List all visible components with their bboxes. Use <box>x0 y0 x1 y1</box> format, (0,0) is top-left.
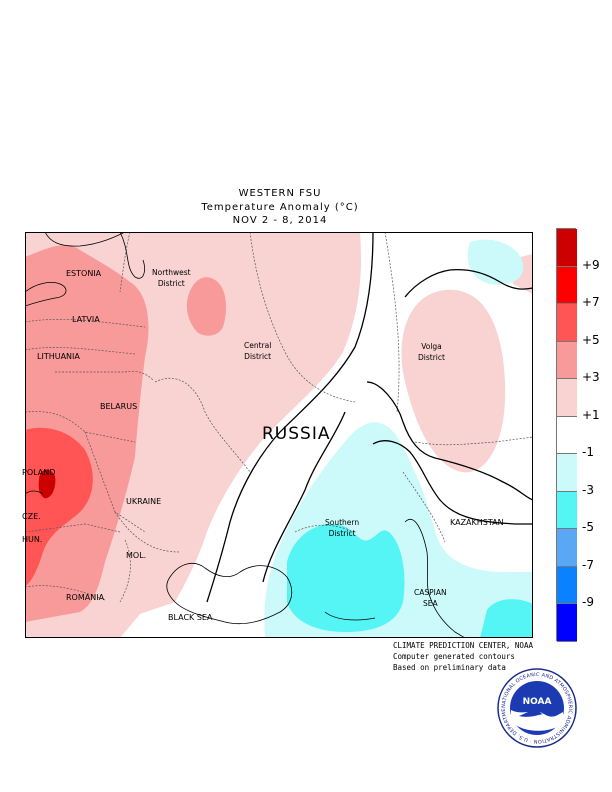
label-volga-line1: Volga <box>421 342 442 351</box>
legend-label: -5 <box>582 520 594 534</box>
legend-label: +7 <box>582 295 600 309</box>
anomaly-zone-plus1-volga <box>401 289 506 473</box>
legend-swatch <box>557 266 577 304</box>
noaa-logo-text: NOAA <box>523 697 552 707</box>
label-southern-line1: Southern <box>325 518 360 527</box>
legend-swatch <box>557 529 577 567</box>
anomaly-zone-plus7 <box>38 469 56 499</box>
anomaly-zone-plus5 <box>25 427 93 586</box>
temperature-anomaly-map <box>25 232 533 638</box>
label-latvia: LATVIA <box>72 315 100 324</box>
legend-label: -7 <box>582 557 594 572</box>
label-southern-line2: District <box>328 529 356 538</box>
map-date: NOV 2 - 8, 2014 <box>232 215 328 226</box>
label-moldova: MOL. <box>126 551 147 560</box>
legend-swatch <box>557 229 577 267</box>
anomaly-zone-plus3-northwest <box>186 277 227 336</box>
legend-label: -3 <box>582 482 594 497</box>
credit-line3: Based on preliminary data <box>393 663 506 672</box>
label-caspian-sea: CASPIAN SEA <box>414 587 447 609</box>
legend-swatch <box>557 416 577 454</box>
legend-label: +3 <box>582 370 600 384</box>
legend-label: +9 <box>582 257 600 272</box>
label-hungary: HUN. <box>22 535 43 544</box>
label-kazakhstan: KAZAKHSTAN <box>450 518 504 527</box>
credit-line2: Computer generated contours <box>393 652 515 661</box>
anomaly-zone-minus3 <box>287 523 405 632</box>
label-romania: ROMANIA <box>66 593 105 602</box>
label-northwest-district: Northwest District <box>152 267 191 289</box>
credit-line1: CLIMATE PREDICTION CENTER, NOAA <box>393 641 533 650</box>
legend-swatch <box>557 341 577 379</box>
legend-label: +5 <box>582 332 600 347</box>
label-caspian-line1: CASPIAN <box>414 588 447 597</box>
label-russia: RUSSIA <box>262 424 331 444</box>
label-central-line1: Central <box>244 341 272 350</box>
legend-swatch <box>557 604 577 642</box>
legend-label: -9 <box>582 595 594 609</box>
legend-swatch <box>557 454 577 492</box>
legend-label: -1 <box>582 445 594 459</box>
label-estonia: ESTONIA <box>66 269 102 278</box>
label-czech: CZE. <box>22 512 41 521</box>
map-subtitle: Temperature Anomaly (°C) <box>201 202 359 213</box>
legend-swatch <box>557 566 577 604</box>
label-central-district: Central District <box>244 340 271 362</box>
label-northwest-line1: Northwest <box>152 268 191 277</box>
label-volga-district: Volga District <box>418 341 445 363</box>
label-belarus: BELARUS <box>100 402 138 411</box>
label-lithuania: LITHUANIA <box>37 352 80 361</box>
legend-swatch <box>557 491 577 529</box>
label-volga-line2: District <box>418 353 445 362</box>
label-caspian-line2: SEA <box>422 599 438 608</box>
map-title: WESTERN FSU <box>238 188 322 199</box>
legend-label: +1 <box>582 407 600 422</box>
label-southern-district: Southern District <box>325 517 359 539</box>
noaa-logo: NOAA NATIONAL OCEANIC AND ATMOSPHERIC AD… <box>497 668 577 748</box>
legend-swatch <box>557 304 577 342</box>
anomaly-zone-minus3-east <box>480 599 533 638</box>
label-poland: POLAND <box>22 468 56 477</box>
label-northwest-line2: District <box>157 279 185 288</box>
color-legend <box>556 228 577 642</box>
label-black-sea: BLACK SEA <box>168 613 213 622</box>
label-central-line2: District <box>244 352 272 361</box>
legend-swatch <box>557 379 577 417</box>
label-ukraine: UKRAINE <box>126 497 162 506</box>
